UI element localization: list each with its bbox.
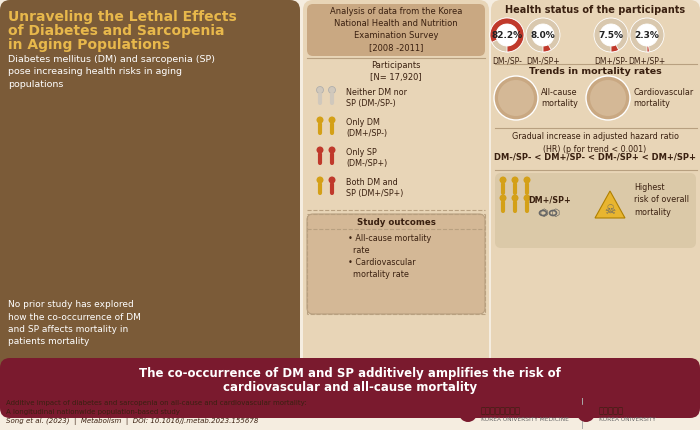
Text: ☠: ☠ [604,203,615,216]
Circle shape [316,147,323,154]
Wedge shape [611,45,619,52]
Text: DM+/SP-: DM+/SP- [594,56,628,65]
Text: 고려대학교: 고려대학교 [599,406,624,415]
Text: Only DM
(DM+/SP-): Only DM (DM+/SP-) [346,118,387,138]
Circle shape [328,86,335,93]
Text: DM-/SP+: DM-/SP+ [526,56,560,65]
Text: • Cardiovascular
  mortality rate: • Cardiovascular mortality rate [348,258,416,279]
FancyBboxPatch shape [303,0,489,395]
Circle shape [494,76,538,120]
Text: 82.2%: 82.2% [491,31,523,40]
Text: • All-cause mortality
  rate: • All-cause mortality rate [348,234,431,255]
Circle shape [532,24,554,46]
Circle shape [586,76,630,120]
Circle shape [577,404,595,422]
Text: Highest
risk of overall
mortality: Highest risk of overall mortality [634,183,689,217]
Wedge shape [594,18,628,52]
Wedge shape [490,18,524,52]
Circle shape [316,176,323,184]
Wedge shape [543,45,551,52]
Circle shape [500,194,507,202]
Text: cardiovascular and all-cause mortality: cardiovascular and all-cause mortality [223,381,477,394]
Circle shape [636,24,658,46]
Circle shape [524,194,531,202]
Circle shape [496,24,518,46]
Circle shape [512,194,519,202]
Wedge shape [647,46,650,52]
Text: All-cause
mortality: All-cause mortality [541,88,578,108]
Circle shape [512,176,519,184]
Text: Participants
[N= 17,920]: Participants [N= 17,920] [370,61,422,82]
Text: Diabetes mellitus (DM) and sarcopenia (SP)
pose increasing health risks in aging: Diabetes mellitus (DM) and sarcopenia (S… [8,55,215,89]
Circle shape [316,86,323,93]
Text: 7.5%: 7.5% [598,31,624,40]
Wedge shape [490,18,524,52]
Circle shape [459,404,477,422]
Text: Unraveling the Lethal Effects: Unraveling the Lethal Effects [8,10,237,24]
Text: DM+/SP+: DM+/SP+ [528,196,571,205]
Text: Trends in mortality rates: Trends in mortality rates [528,67,662,76]
Text: Only SP
(DM-/SP+): Only SP (DM-/SP+) [346,148,387,169]
Polygon shape [595,191,625,218]
Circle shape [328,147,335,154]
Text: Health status of the participants: Health status of the participants [505,5,685,15]
Circle shape [600,24,622,46]
Text: KOREA UNIVERSITY: KOREA UNIVERSITY [599,417,656,422]
Text: Analysis of data from the Korea
National Health and Nutrition
Examination Survey: Analysis of data from the Korea National… [330,7,462,52]
Text: in Aging Populations: in Aging Populations [8,38,170,52]
Circle shape [500,176,507,184]
Circle shape [328,117,335,123]
Wedge shape [630,18,664,52]
FancyBboxPatch shape [0,358,700,418]
FancyBboxPatch shape [307,4,485,56]
Text: The co-occurrence of DM and SP additively amplifies the risk of: The co-occurrence of DM and SP additivel… [139,367,561,380]
FancyBboxPatch shape [491,0,700,395]
Wedge shape [526,18,560,52]
Circle shape [316,117,323,123]
Text: Cardiovascular
mortality: Cardiovascular mortality [633,88,693,108]
Text: ⬡ ⬡: ⬡ ⬡ [540,208,560,218]
Text: 8.0%: 8.0% [531,31,555,40]
Circle shape [524,176,531,184]
Text: 고려대학교의료원: 고려대학교의료원 [481,406,521,415]
Text: A longitudinal nationwide population-based study: A longitudinal nationwide population-bas… [6,409,180,415]
Text: 2.3%: 2.3% [635,31,659,40]
Text: DM-/SP- < DM+/SP- < DM-/SP+ < DM+/SP+: DM-/SP- < DM+/SP- < DM-/SP+ < DM+/SP+ [494,152,696,161]
Text: No prior study has explored
how the co-occurrence of DM
and SP affects mortality: No prior study has explored how the co-o… [8,300,141,347]
Circle shape [328,176,335,184]
Text: of Diabetes and Sarcopenia: of Diabetes and Sarcopenia [8,24,225,38]
Circle shape [590,80,626,116]
FancyBboxPatch shape [307,214,485,314]
FancyBboxPatch shape [495,173,696,248]
Text: Study outcomes: Study outcomes [356,218,435,227]
Circle shape [498,80,534,116]
Text: Neither DM nor
SP (DM-/SP-): Neither DM nor SP (DM-/SP-) [346,88,407,108]
Text: Song et al. (2023)  |  Metabolism  |  DOI: 10.1016/j.metab.2023.155678: Song et al. (2023) | Metabolism | DOI: 1… [6,418,258,425]
Text: DM+/SP+: DM+/SP+ [629,56,666,65]
FancyBboxPatch shape [0,0,300,395]
Text: Gradual increase in adjusted hazard ratio
(HR) (p for trend < 0.001): Gradual increase in adjusted hazard rati… [512,132,678,154]
Text: Both DM and
SP (DM+/SP+): Both DM and SP (DM+/SP+) [346,178,403,199]
Text: DM-/SP-: DM-/SP- [492,56,522,65]
Text: KOREA UNIVERSITY MEDICINE: KOREA UNIVERSITY MEDICINE [481,417,569,422]
Text: Additive impact of diabetes and sarcopenia on all-cause and cardiovascular morta: Additive impact of diabetes and sarcopen… [6,400,307,406]
